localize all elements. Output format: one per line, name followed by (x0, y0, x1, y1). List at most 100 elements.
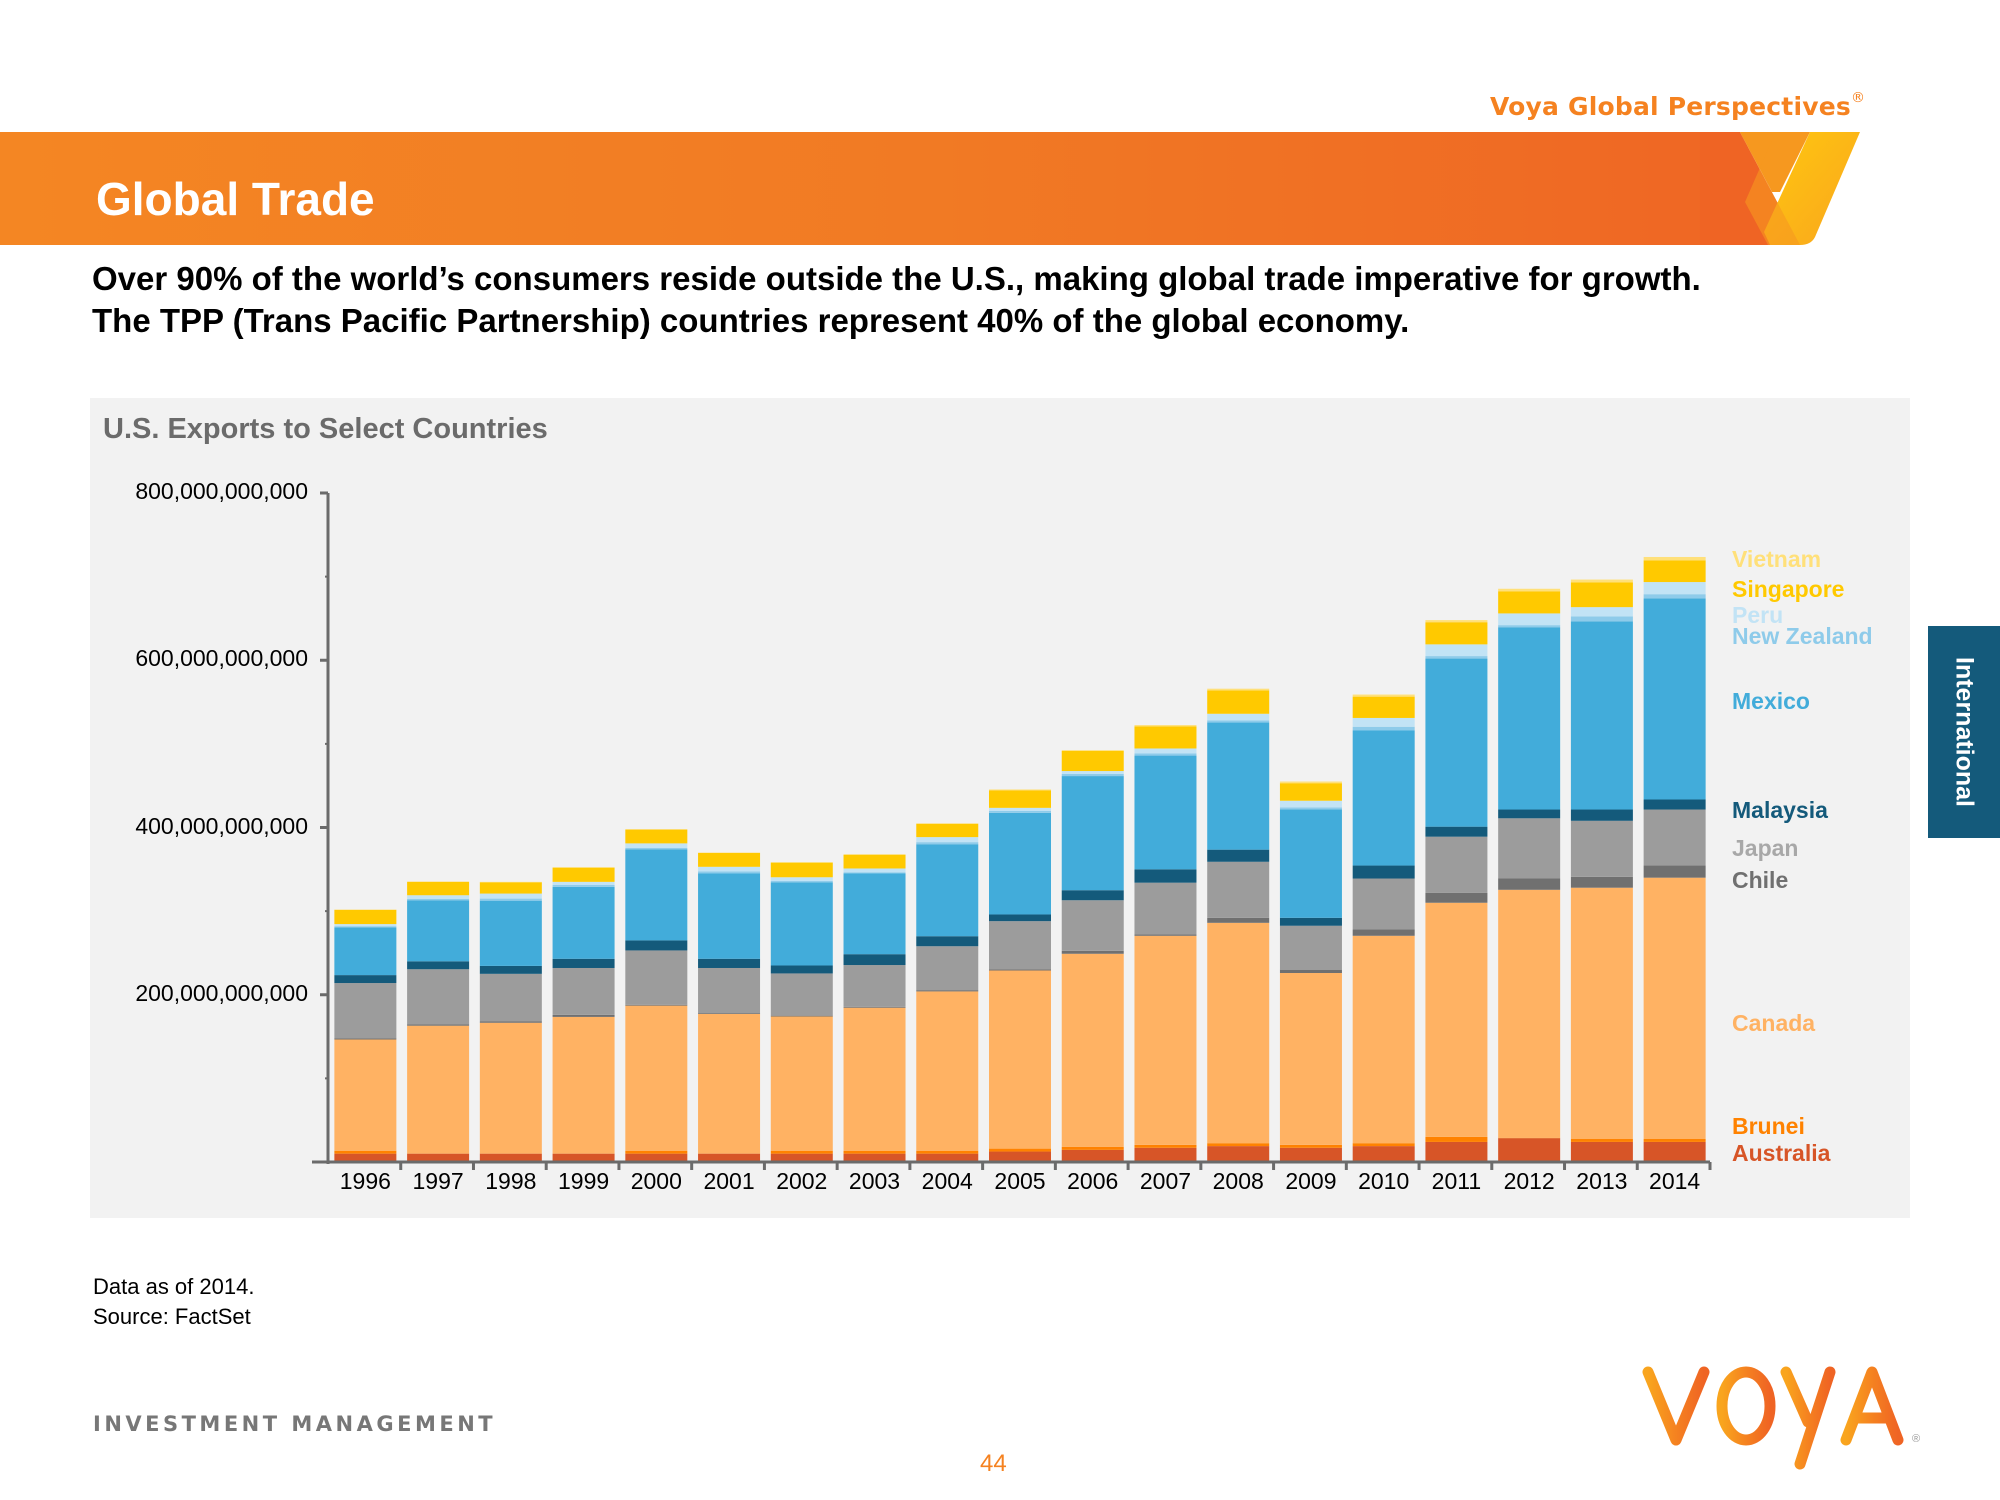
x-tick-label: 2006 (1067, 1168, 1119, 1194)
bar-segment-mexico-2004 (916, 844, 979, 937)
bar-segment-singapore-2014 (1643, 560, 1706, 583)
legend-item-new-zealand: New Zealand (1732, 623, 1873, 649)
bar-segment-australia-2008 (1207, 1146, 1270, 1162)
bar-segment-singapore-2008 (1207, 690, 1270, 714)
bar-segment-chile-2009 (1279, 969, 1342, 974)
bar-segment-australia-2003 (843, 1153, 906, 1162)
bar-segment-mexico-2013 (1570, 621, 1633, 810)
source-note: Source: FactSet (93, 1304, 251, 1329)
bar-segment-canada-2004 (916, 991, 979, 1151)
bar-segment-chile-2013 (1570, 876, 1633, 888)
bar-segment-japan-2012 (1498, 818, 1561, 879)
bar-segment-peru-1999 (552, 881, 615, 885)
voya-v-shape-icon (1700, 132, 1860, 245)
bar-segment-new-zealand-2013 (1570, 616, 1633, 622)
bar-segment-singapore-2005 (989, 790, 1051, 808)
bar-segment-canada-2006 (1061, 953, 1124, 1147)
bar-segment-mexico-1999 (552, 886, 615, 959)
bar-segment-new-zealand-2011 (1425, 656, 1488, 659)
bar-segment-malaysia-2003 (843, 954, 906, 966)
bar-segment-canada-2013 (1570, 887, 1633, 1140)
bar-segment-peru-1998 (479, 893, 542, 899)
bar-segment-australia-1998 (479, 1153, 542, 1162)
x-tick-label: 1997 (412, 1168, 464, 1194)
bar-segment-mexico-2003 (843, 873, 906, 955)
bar-segment-malaysia-2006 (1061, 890, 1124, 901)
bar-segment-vietnam-2010 (1352, 694, 1415, 697)
bar-segment-vietnam-2009 (1279, 781, 1342, 784)
subtitle-line-2: The TPP (Trans Pacific Partnership) coun… (92, 302, 1410, 339)
bar-segment-mexico-2011 (1425, 658, 1488, 827)
bar-segment-singapore-2012 (1498, 591, 1561, 614)
bar-segment-japan-2011 (1425, 836, 1488, 893)
bar-segment-japan-1999 (552, 967, 615, 1015)
bar-segment-chile-2012 (1498, 878, 1561, 890)
subtitle-line-1: Over 90% of the world’s consumers reside… (92, 260, 1701, 297)
bar-segment-australia-2004 (916, 1153, 979, 1162)
legend-item-japan: Japan (1732, 835, 1799, 861)
bar-segment-chile-2007 (1134, 934, 1197, 936)
bar-segment-malaysia-1997 (407, 961, 470, 970)
bar-segment-brunei-2005 (989, 1148, 1051, 1152)
bar-segment-australia-1999 (552, 1153, 615, 1162)
bar-segment-malaysia-2011 (1425, 826, 1488, 837)
x-tick-label: 2004 (921, 1168, 973, 1194)
bar-segment-australia-2009 (1279, 1147, 1342, 1162)
bar-segment-peru-2001 (698, 866, 761, 872)
bar-segment-canada-2009 (1279, 973, 1342, 1145)
bar-segment-mexico-2008 (1207, 722, 1270, 850)
bar-segment-japan-2014 (1643, 809, 1706, 866)
bar-segment-malaysia-1998 (479, 965, 542, 974)
chart-title: U.S. Exports to Select Countries (103, 413, 548, 445)
bar-segment-mexico-1998 (479, 900, 542, 966)
bar-segment-chile-2002 (770, 1015, 833, 1017)
bar-segment-new-zealand-1996 (334, 926, 397, 928)
title-banner (0, 132, 1860, 245)
x-tick-label: 2010 (1358, 1168, 1410, 1194)
bar-segment-malaysia-2009 (1279, 917, 1342, 926)
bar-segment-vietnam-2011 (1425, 620, 1488, 623)
section-tab-international[interactable]: International (1928, 626, 2000, 838)
bar-segment-japan-1996 (334, 983, 397, 1039)
footnote: Data as of 2014. Source: FactSet (93, 1272, 254, 1332)
bar-segment-mexico-2000 (625, 849, 688, 941)
bar-segment-chile-1999 (552, 1014, 615, 1017)
bar-segment-japan-2005 (989, 921, 1051, 970)
bar-segment-peru-2012 (1498, 613, 1561, 626)
bar-segment-peru-2011 (1425, 644, 1488, 657)
bar-segment-canada-1996 (334, 1039, 397, 1151)
bar-segment-peru-2000 (625, 843, 688, 848)
bar-segment-singapore-1998 (479, 882, 542, 894)
bar-segment-peru-2010 (1352, 717, 1415, 727)
bar-segment-malaysia-2013 (1570, 809, 1633, 821)
bar-segment-singapore-2007 (1134, 726, 1197, 749)
bar-segment-canada-2003 (843, 1007, 906, 1151)
bar-segment-australia-2013 (1570, 1141, 1633, 1162)
legend-item-brunei: Brunei (1732, 1113, 1805, 1139)
bar-segment-japan-2002 (770, 973, 833, 1016)
bar-segment-new-zealand-2005 (989, 810, 1051, 813)
bar-segment-singapore-2010 (1352, 696, 1415, 718)
bar-segment-australia-1996 (334, 1153, 397, 1162)
bar-segment-japan-2009 (1279, 925, 1342, 970)
bar-segment-new-zealand-2004 (916, 842, 979, 845)
bar-segment-chile-2004 (916, 990, 979, 992)
legend-item-canada: Canada (1732, 1010, 1816, 1036)
legend-item-australia: Australia (1732, 1140, 1831, 1166)
bar-segment-vietnam-2013 (1570, 579, 1633, 583)
bar-segment-new-zealand-2006 (1061, 773, 1124, 777)
y-tick-label: 400,000,000,000 (135, 812, 308, 839)
bar-segment-chile-2005 (989, 969, 1051, 971)
bar-segment-brunei-2007 (1134, 1144, 1197, 1148)
legend-item-chile: Chile (1732, 867, 1789, 893)
bar-segment-new-zealand-1997 (407, 898, 470, 901)
bar-segment-australia-2005 (989, 1151, 1051, 1162)
y-tick-label: 200,000,000,000 (135, 979, 308, 1006)
x-tick-label: 1999 (557, 1168, 610, 1194)
bar-segment-peru-2005 (989, 807, 1051, 811)
bar-segment-new-zealand-2014 (1643, 594, 1706, 599)
bar-segment-japan-1997 (407, 969, 470, 1025)
section-tab-label: International (1950, 656, 1979, 808)
bar-segment-new-zealand-2007 (1134, 753, 1197, 756)
bar-segment-vietnam-2005 (989, 789, 1051, 791)
